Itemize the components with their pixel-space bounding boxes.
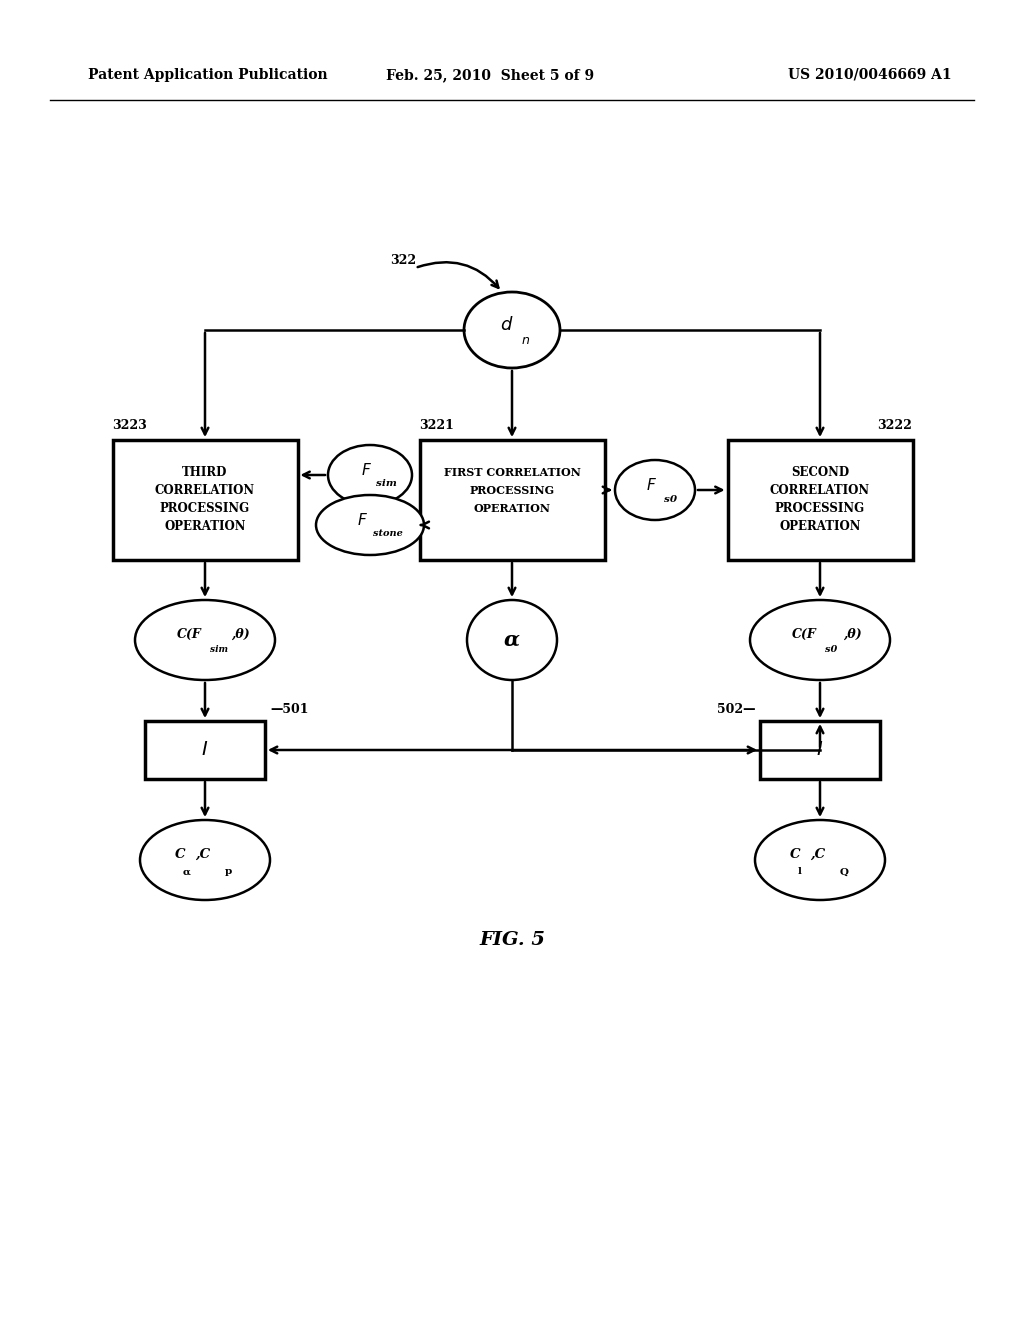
Text: $n$: $n$ [521,334,530,346]
Bar [420,440,604,560]
Text: p: p [225,867,232,876]
Text: C: C [175,847,185,861]
Text: THIRD: THIRD [182,466,227,479]
Text: ,C: ,C [195,847,210,861]
Ellipse shape [328,445,412,506]
Text: C: C [790,847,801,861]
Text: OPERATION: OPERATION [473,503,551,515]
Text: $F$: $F$ [360,462,372,478]
Ellipse shape [464,292,560,368]
Text: $I$: $I$ [816,741,823,759]
Text: CORRELATION: CORRELATION [770,484,870,498]
Bar [113,440,298,560]
Text: 3223: 3223 [113,418,147,432]
Text: 3222: 3222 [878,418,912,432]
Text: 322: 322 [390,253,416,267]
Text: PROCESSING: PROCESSING [469,486,555,496]
Text: OPERATION: OPERATION [164,520,246,533]
Text: —501: —501 [270,704,308,715]
Text: α: α [183,867,191,876]
Text: Feb. 25, 2010  Sheet 5 of 9: Feb. 25, 2010 Sheet 5 of 9 [386,69,594,82]
Text: C(F: C(F [792,627,817,640]
Bar [727,440,912,560]
Text: s0: s0 [825,645,838,655]
Text: ,C: ,C [810,847,825,861]
Text: $d$: $d$ [501,315,514,334]
Ellipse shape [140,820,270,900]
Ellipse shape [135,601,275,680]
Text: $F$: $F$ [356,512,368,528]
Bar [145,721,265,779]
Text: 502—: 502— [717,704,755,715]
Text: CORRELATION: CORRELATION [155,484,255,498]
Text: FIG. 5: FIG. 5 [479,931,545,949]
Ellipse shape [615,459,695,520]
Text: 3221: 3221 [420,418,455,432]
Ellipse shape [750,601,890,680]
Text: ,θ): ,θ) [843,627,861,640]
Ellipse shape [755,820,885,900]
Ellipse shape [316,495,424,554]
Ellipse shape [467,601,557,680]
Text: ,θ): ,θ) [231,627,250,640]
Text: Patent Application Publication: Patent Application Publication [88,69,328,82]
Text: sim: sim [210,645,228,655]
Text: Q: Q [840,867,849,876]
Text: US 2010/0046669 A1: US 2010/0046669 A1 [788,69,952,82]
Text: OPERATION: OPERATION [779,520,861,533]
Text: PROCESSING: PROCESSING [160,503,250,516]
Text: SECOND: SECOND [791,466,849,479]
Text: α: α [504,630,520,649]
Text: C(F: C(F [177,627,202,640]
Text: $I$: $I$ [202,741,209,759]
Text: FIRST CORRELATION: FIRST CORRELATION [443,467,581,479]
Text: s0: s0 [665,495,678,503]
Text: stone: stone [373,529,402,539]
Text: $F$: $F$ [645,477,656,492]
Bar [760,721,880,779]
Text: PROCESSING: PROCESSING [775,503,865,516]
Text: l: l [798,867,802,876]
Text: sim: sim [376,479,396,488]
